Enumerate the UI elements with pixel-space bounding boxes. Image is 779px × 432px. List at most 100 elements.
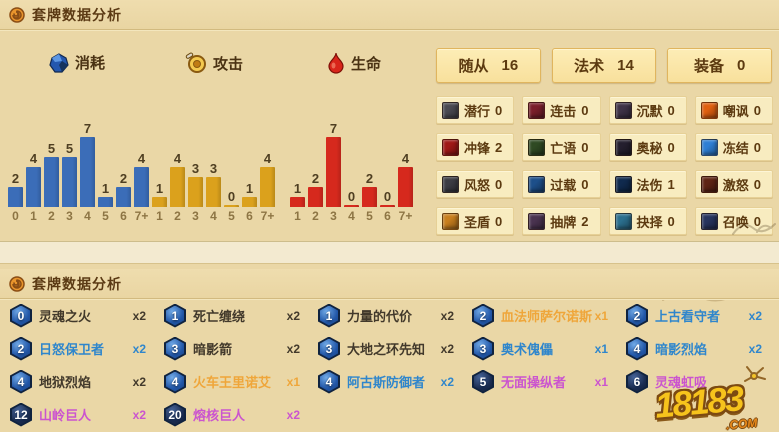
keyword-chip-charge: 冲锋 2 xyxy=(436,133,515,161)
enrage-icon xyxy=(700,175,718,193)
secret-icon xyxy=(614,138,632,156)
card-name-link[interactable]: 灵魂之火 xyxy=(39,309,92,324)
card-item: 1 死亡缠绕 x2 xyxy=(160,303,314,328)
card-name-link[interactable]: 熔核巨人 xyxy=(193,408,246,423)
bar-value-label: 2 xyxy=(11,171,20,186)
mana-cost-badge: 3 xyxy=(164,336,186,361)
attack-bar-7+: 4 7+ xyxy=(260,152,275,222)
bar-value-label: 1 xyxy=(155,181,164,196)
card-count: x1 xyxy=(594,308,608,323)
combo-icon xyxy=(528,101,546,119)
logo-doodle-icon xyxy=(744,366,766,382)
top-section-header: 套牌数据分析 xyxy=(0,0,779,30)
card-item: 6 灵魂虹吸 xyxy=(622,369,776,394)
divine-shield-icon xyxy=(442,212,459,230)
card-count: x2 xyxy=(132,341,146,356)
bar xyxy=(26,167,41,207)
card-type-count: 14 xyxy=(617,57,634,74)
card-type-weapons-button[interactable]: 装备 0 xyxy=(667,48,773,83)
choose-one-icon xyxy=(614,212,632,230)
taunt-icon xyxy=(700,101,718,119)
card-count: x2 xyxy=(132,308,146,323)
card-name-link[interactable]: 奥术傀儡 xyxy=(501,342,554,357)
card-name-link[interactable]: 死亡缠绕 xyxy=(193,309,246,324)
keyword-chip-enrage: 激怒 0 xyxy=(694,170,773,198)
mana-cost-badge: 4 xyxy=(318,369,340,394)
keyword-label: 连击 xyxy=(550,103,577,119)
bar xyxy=(170,167,185,207)
card-name-link[interactable]: 灵魂虹吸 xyxy=(655,375,708,390)
hearthstone-swirl-icon xyxy=(9,6,25,23)
bar xyxy=(326,137,341,207)
card-name-link[interactable]: 无面操纵者 xyxy=(501,375,567,390)
keyword-count: 0 xyxy=(753,176,761,192)
mana-cost-badge: 0 xyxy=(10,303,32,328)
keyword-chip-stealth: 潜行 0 xyxy=(436,96,515,124)
mana-cost-value: 6 xyxy=(628,371,646,392)
keyword-chip-taunt: 嘲讽 0 xyxy=(694,96,773,124)
attack-chart: 攻击 1 1 4 2 3 3 3 4 0 5 1 6 4 7+ xyxy=(150,30,278,230)
card-name-link[interactable]: 阿古斯防御者 xyxy=(347,375,426,390)
bottom-section-title: 套牌数据分析 xyxy=(32,275,122,292)
overload-icon xyxy=(528,175,546,193)
keyword-count: 0 xyxy=(581,102,589,118)
deck-card-grid: 0 灵魂之火 x2 1 死亡缠绕 x2 1 力量的代价 x2 2 血法师萨尔诺斯 x1 2 上古看守者 x2… xyxy=(6,303,776,427)
card-item: 20 熔核巨人 x2 xyxy=(160,402,314,427)
card-name-link[interactable]: 日怒保卫者 xyxy=(39,342,105,357)
bar-value-label: 2 xyxy=(365,171,374,186)
logo-com-text: .COM xyxy=(725,415,758,432)
card-type-label: 随从 xyxy=(458,58,489,75)
keyword-count: 0 xyxy=(667,102,675,118)
keyword-label: 冻结 xyxy=(722,140,749,156)
keyword-label: 抽牌 xyxy=(550,214,577,230)
card-name-link[interactable]: 大地之环先知 xyxy=(347,342,426,357)
card-name-link[interactable]: 上古看守者 xyxy=(655,309,721,324)
bottom-section-header: 套牌数据分析 xyxy=(0,269,779,299)
axis-tick-label: 2 xyxy=(312,209,319,223)
health-legend: 生命 xyxy=(288,52,420,74)
health-bars: 1 1 2 2 7 3 0 4 2 5 0 6 4 7+ xyxy=(290,122,413,222)
card-type-spells-button[interactable]: 法术 14 xyxy=(551,48,657,83)
18183-logo[interactable]: 18183 .COM xyxy=(653,366,773,432)
keyword-grid: 潜行 0 连击 0 沉默 0 嘲讽 0 冲锋 2 亡语 0 奥秘 0 冻结 0 风怒 0 过载 0 法伤 1 激怒 0 圣盾 0 抽… xyxy=(436,96,773,235)
axis-tick-label: 4 xyxy=(210,209,217,223)
bar-value-label: 7 xyxy=(83,121,92,136)
mana-cost-value: 12 xyxy=(12,404,30,425)
card-item: 3 奥术傀儡 x1 xyxy=(468,336,622,361)
axis-tick-label: 6 xyxy=(384,209,391,223)
axis-tick-label: 4 xyxy=(348,209,355,223)
card-name-link[interactable]: 火车王里诺艾 xyxy=(193,375,272,390)
hearthstone-swirl-icon xyxy=(9,275,25,292)
bar xyxy=(188,177,203,207)
bar xyxy=(242,197,257,207)
keyword-chip-overload: 过载 0 xyxy=(522,170,601,198)
card-name-link[interactable]: 地狱烈焰 xyxy=(39,375,92,390)
card-item: 4 阿古斯防御者 x2 xyxy=(314,369,468,394)
bar xyxy=(398,167,413,207)
bar-value-label: 5 xyxy=(47,141,56,156)
mana-cost-badge: 20 xyxy=(164,402,186,427)
stat-charts: 消耗 2 0 4 1 5 2 5 3 7 4 1 5 2 6 4 7+ 攻击 1 1 4 2 3 3 3 4 0 5 1 6 4 7+ xyxy=(6,30,430,230)
card-name-link[interactable]: 力量的代价 xyxy=(347,309,413,324)
mana-cost-value: 4 xyxy=(320,371,338,392)
bar-value-label: 2 xyxy=(311,171,320,186)
bar xyxy=(260,167,275,207)
keyword-chip-deathrattle: 亡语 0 xyxy=(522,133,601,161)
summon-icon xyxy=(700,212,718,230)
bar xyxy=(116,187,131,207)
keyword-label: 抉择 xyxy=(636,214,663,230)
card-name-link[interactable]: 山岭巨人 xyxy=(39,408,92,423)
card-name-link[interactable]: 暗影烈焰 xyxy=(655,342,708,357)
card-name-link[interactable]: 暗影箭 xyxy=(193,342,233,357)
bar-value-label: 7 xyxy=(329,121,338,136)
card-name-link[interactable]: 血法师萨尔诺斯 xyxy=(501,309,593,324)
card-type-minions-button[interactable]: 随从 16 xyxy=(436,48,541,83)
charge-icon xyxy=(442,138,459,156)
mana-cost-value: 20 xyxy=(166,404,184,425)
mana-cost-legend-label: 消耗 xyxy=(74,55,105,72)
